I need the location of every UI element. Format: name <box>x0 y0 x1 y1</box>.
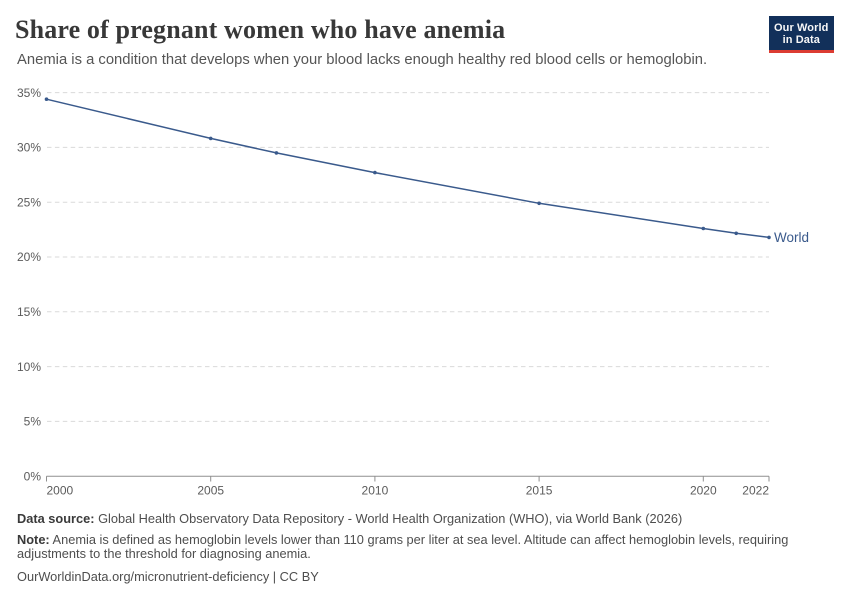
svg-text:2022: 2022 <box>742 483 769 497</box>
svg-text:35%: 35% <box>17 86 41 100</box>
svg-text:2010: 2010 <box>362 483 389 497</box>
svg-text:30%: 30% <box>17 141 41 155</box>
svg-text:10%: 10% <box>17 360 41 374</box>
svg-text:2000: 2000 <box>47 483 74 497</box>
svg-text:World: World <box>774 230 809 245</box>
svg-text:25%: 25% <box>17 195 41 209</box>
svg-text:2005: 2005 <box>197 483 224 497</box>
svg-text:5%: 5% <box>24 415 42 429</box>
svg-text:2020: 2020 <box>690 483 717 497</box>
svg-text:2015: 2015 <box>526 483 553 497</box>
svg-text:0%: 0% <box>24 469 42 483</box>
svg-text:20%: 20% <box>17 250 41 264</box>
svg-text:15%: 15% <box>17 305 41 319</box>
